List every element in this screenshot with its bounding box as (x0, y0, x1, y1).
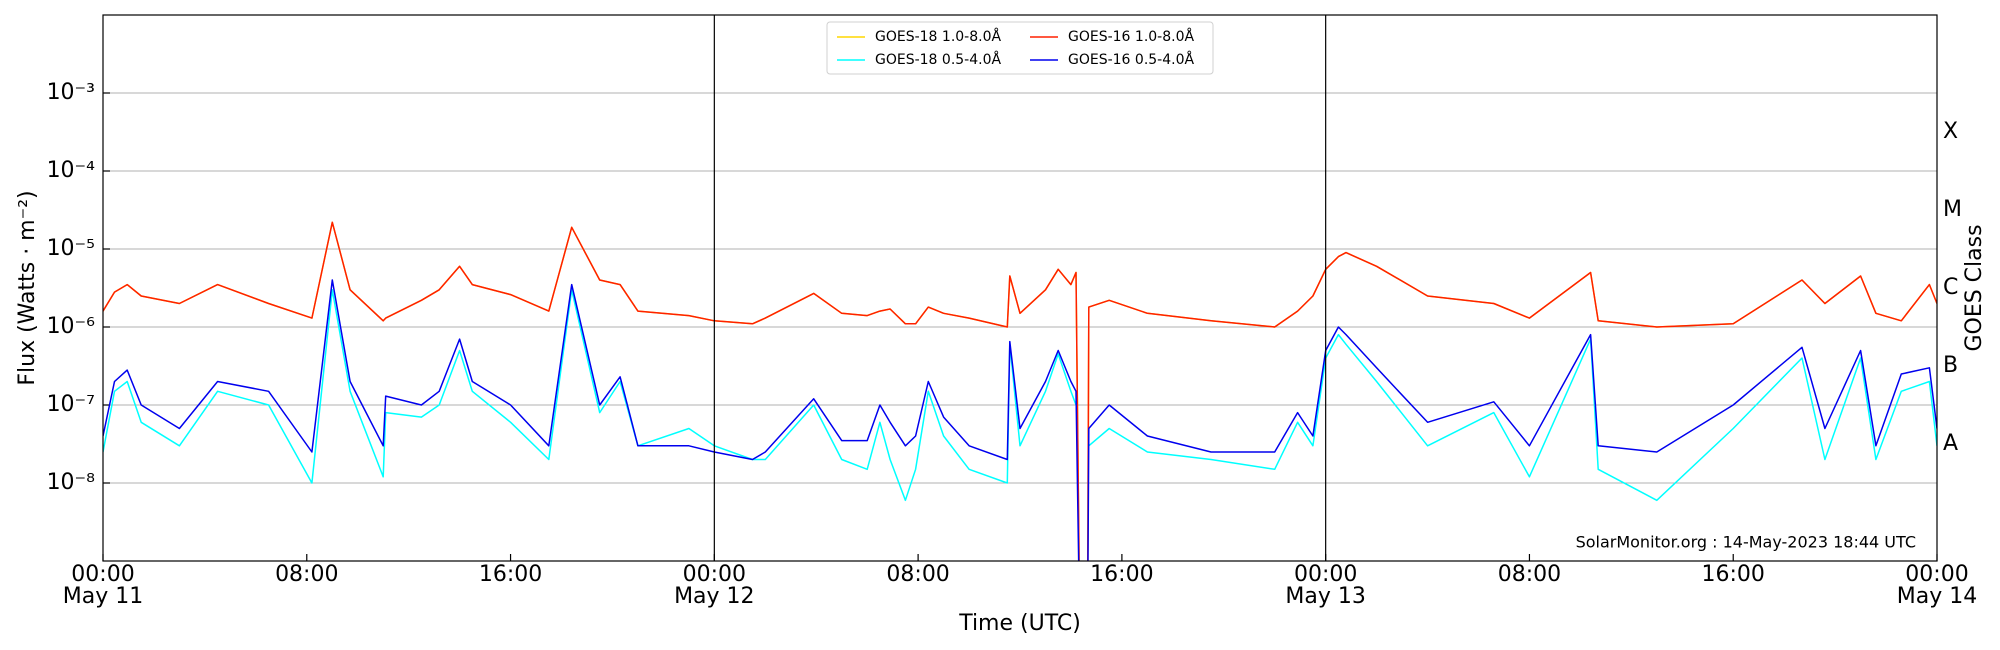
class-label: M (1943, 197, 1962, 222)
plot-frame (102, 14, 1938, 562)
x-tick-label: 00:00 (71, 562, 134, 587)
x-tick-label: 08:00 (1498, 562, 1561, 587)
y2-axis-label: GOES Class (1962, 224, 1987, 351)
plot-area (103, 221, 1937, 561)
x-tick-label: 00:00 (683, 562, 746, 587)
series-line (103, 221, 1937, 561)
y-tick-label: 10⁻⁸ (47, 470, 96, 495)
y-tick-label: 10⁻⁴ (47, 158, 96, 183)
series-line (103, 221, 1937, 561)
x-tick-label: 00:00 (1905, 562, 1968, 587)
y-axis-label: Flux (Watts · m⁻²) (15, 190, 40, 385)
x-tick-label: May 14 (1897, 584, 1977, 609)
y-tick-label: 10⁻⁶ (47, 314, 96, 339)
class-label: C (1943, 275, 1958, 300)
legend-label: GOES-18 0.5-4.0Å (875, 51, 1001, 68)
class-label: X (1943, 119, 1958, 144)
legend-label: GOES-16 1.0-8.0Å (1068, 28, 1194, 45)
y-tick-label: 10⁻³ (47, 80, 95, 105)
legend-label: GOES-16 0.5-4.0Å (1068, 51, 1194, 68)
x-tick-label: 16:00 (1090, 562, 1153, 587)
class-label: B (1943, 353, 1958, 378)
x-tick-label: 16:00 (1702, 562, 1765, 587)
legend-label: GOES-18 1.0-8.0Å (875, 28, 1001, 45)
annotation: SolarMonitor.org : 14-May-2023 18:44 UTC (1576, 533, 1916, 552)
x-axis-label: Time (UTC) (958, 611, 1081, 636)
series-line (103, 289, 1937, 502)
class-label: A (1943, 431, 1958, 456)
y-tick-label: 10⁻⁷ (47, 392, 95, 417)
x-tick-label: May 12 (674, 584, 754, 609)
y-tick-label: 10⁻⁵ (47, 236, 95, 261)
x-tick-label: May 11 (63, 584, 143, 609)
legend-box (826, 21, 1214, 75)
x-tick-label: May 13 (1285, 584, 1365, 609)
x-tick-label: 00:00 (1294, 562, 1357, 587)
x-tick-label: 16:00 (479, 562, 542, 587)
x-tick-label: 08:00 (275, 562, 338, 587)
x-tick-label: 08:00 (886, 562, 949, 587)
series-line (103, 279, 1937, 561)
